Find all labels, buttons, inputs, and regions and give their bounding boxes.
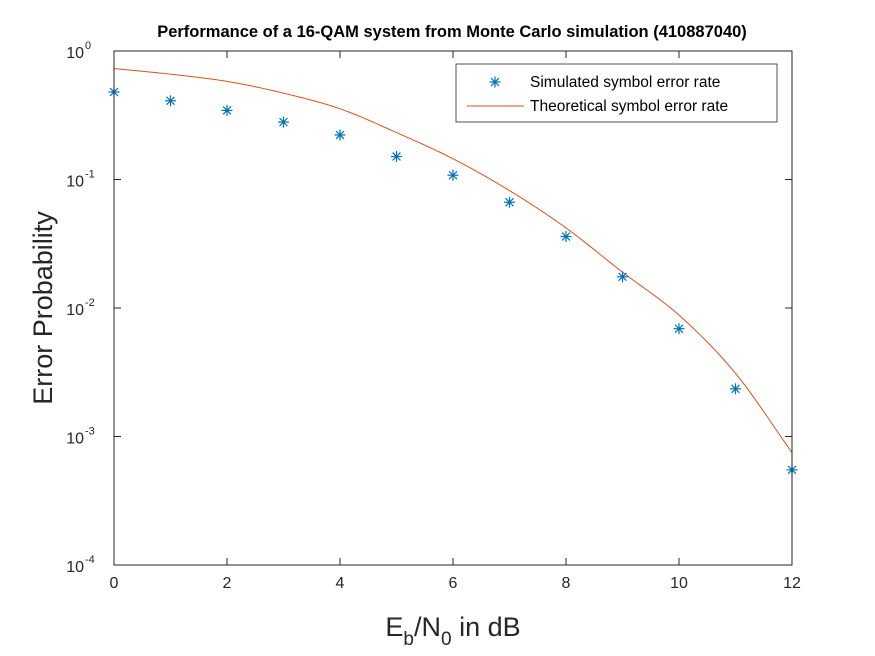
legend: Simulated symbol error rate Theoretical … <box>455 63 778 123</box>
simulated-point-3 <box>278 116 289 128</box>
x-label-rest: in dB <box>452 612 521 642</box>
x-tick-label-3: 6 <box>449 575 458 592</box>
theoretical-curve-layer <box>113 68 793 453</box>
simulated-point-6 <box>447 169 459 181</box>
simulated-point-5 <box>391 151 402 163</box>
legend-simulated-label: Simulated symbol error rate <box>530 74 720 91</box>
simulated-point-8 <box>560 231 572 243</box>
y-tick-label-4: 10 <box>66 559 84 576</box>
simulated-point-11 <box>730 383 741 395</box>
x-tick-label-1: 2 <box>223 575 232 592</box>
y-tick-exponent-4: -4 <box>85 554 95 566</box>
x-tick-label-0: 0 <box>110 575 119 592</box>
y-tick-exponent-2: -2 <box>85 297 95 309</box>
y-tick-exponent-3: -3 <box>85 426 95 438</box>
y-axis-label: Error Probability <box>28 211 58 405</box>
x-axis-label: Eb/N0 in dB <box>385 612 520 650</box>
legend-box <box>455 63 778 123</box>
legend-simulated-marker <box>489 76 501 88</box>
simulated-point-2 <box>221 104 233 116</box>
x-tick-label-5: 10 <box>670 575 688 592</box>
simulated-point-1 <box>165 95 176 107</box>
legend-theoretical-label: Theoretical symbol error rate <box>530 98 728 115</box>
x-tick-labels: 0 2 4 6 8 10 12 <box>110 575 801 592</box>
y-tick-label-1: 10 <box>66 174 84 191</box>
x-tick-label-6: 12 <box>783 575 801 592</box>
y-tick-label-0: 10 <box>66 45 84 62</box>
y-tick-label-2: 10 <box>66 302 84 319</box>
plot-area <box>114 51 792 565</box>
simulated-point-10 <box>673 323 685 335</box>
x-label-e: E <box>385 612 403 642</box>
x-label-slash-n: /N <box>414 612 441 642</box>
y-tick-exponent-1: -1 <box>85 169 95 181</box>
chart-title: Performance of a 16-QAM system from Mont… <box>157 23 747 41</box>
theoretical-curve <box>113 68 793 453</box>
simulated-point-4 <box>334 129 346 141</box>
x-tick-label-4: 8 <box>562 575 571 592</box>
simulated-point-7 <box>504 196 515 208</box>
simulated-point-9 <box>617 271 628 283</box>
axes-box <box>113 50 793 566</box>
x-label-subscript-b: b <box>403 629 414 650</box>
legend-asterisk <box>489 76 501 88</box>
y-tick-exponent-0: 0 <box>85 40 91 52</box>
x-tick-label-2: 4 <box>336 575 345 592</box>
x-label-subscript-zero: 0 <box>441 629 452 650</box>
y-tick-label-3: 10 <box>66 431 84 448</box>
